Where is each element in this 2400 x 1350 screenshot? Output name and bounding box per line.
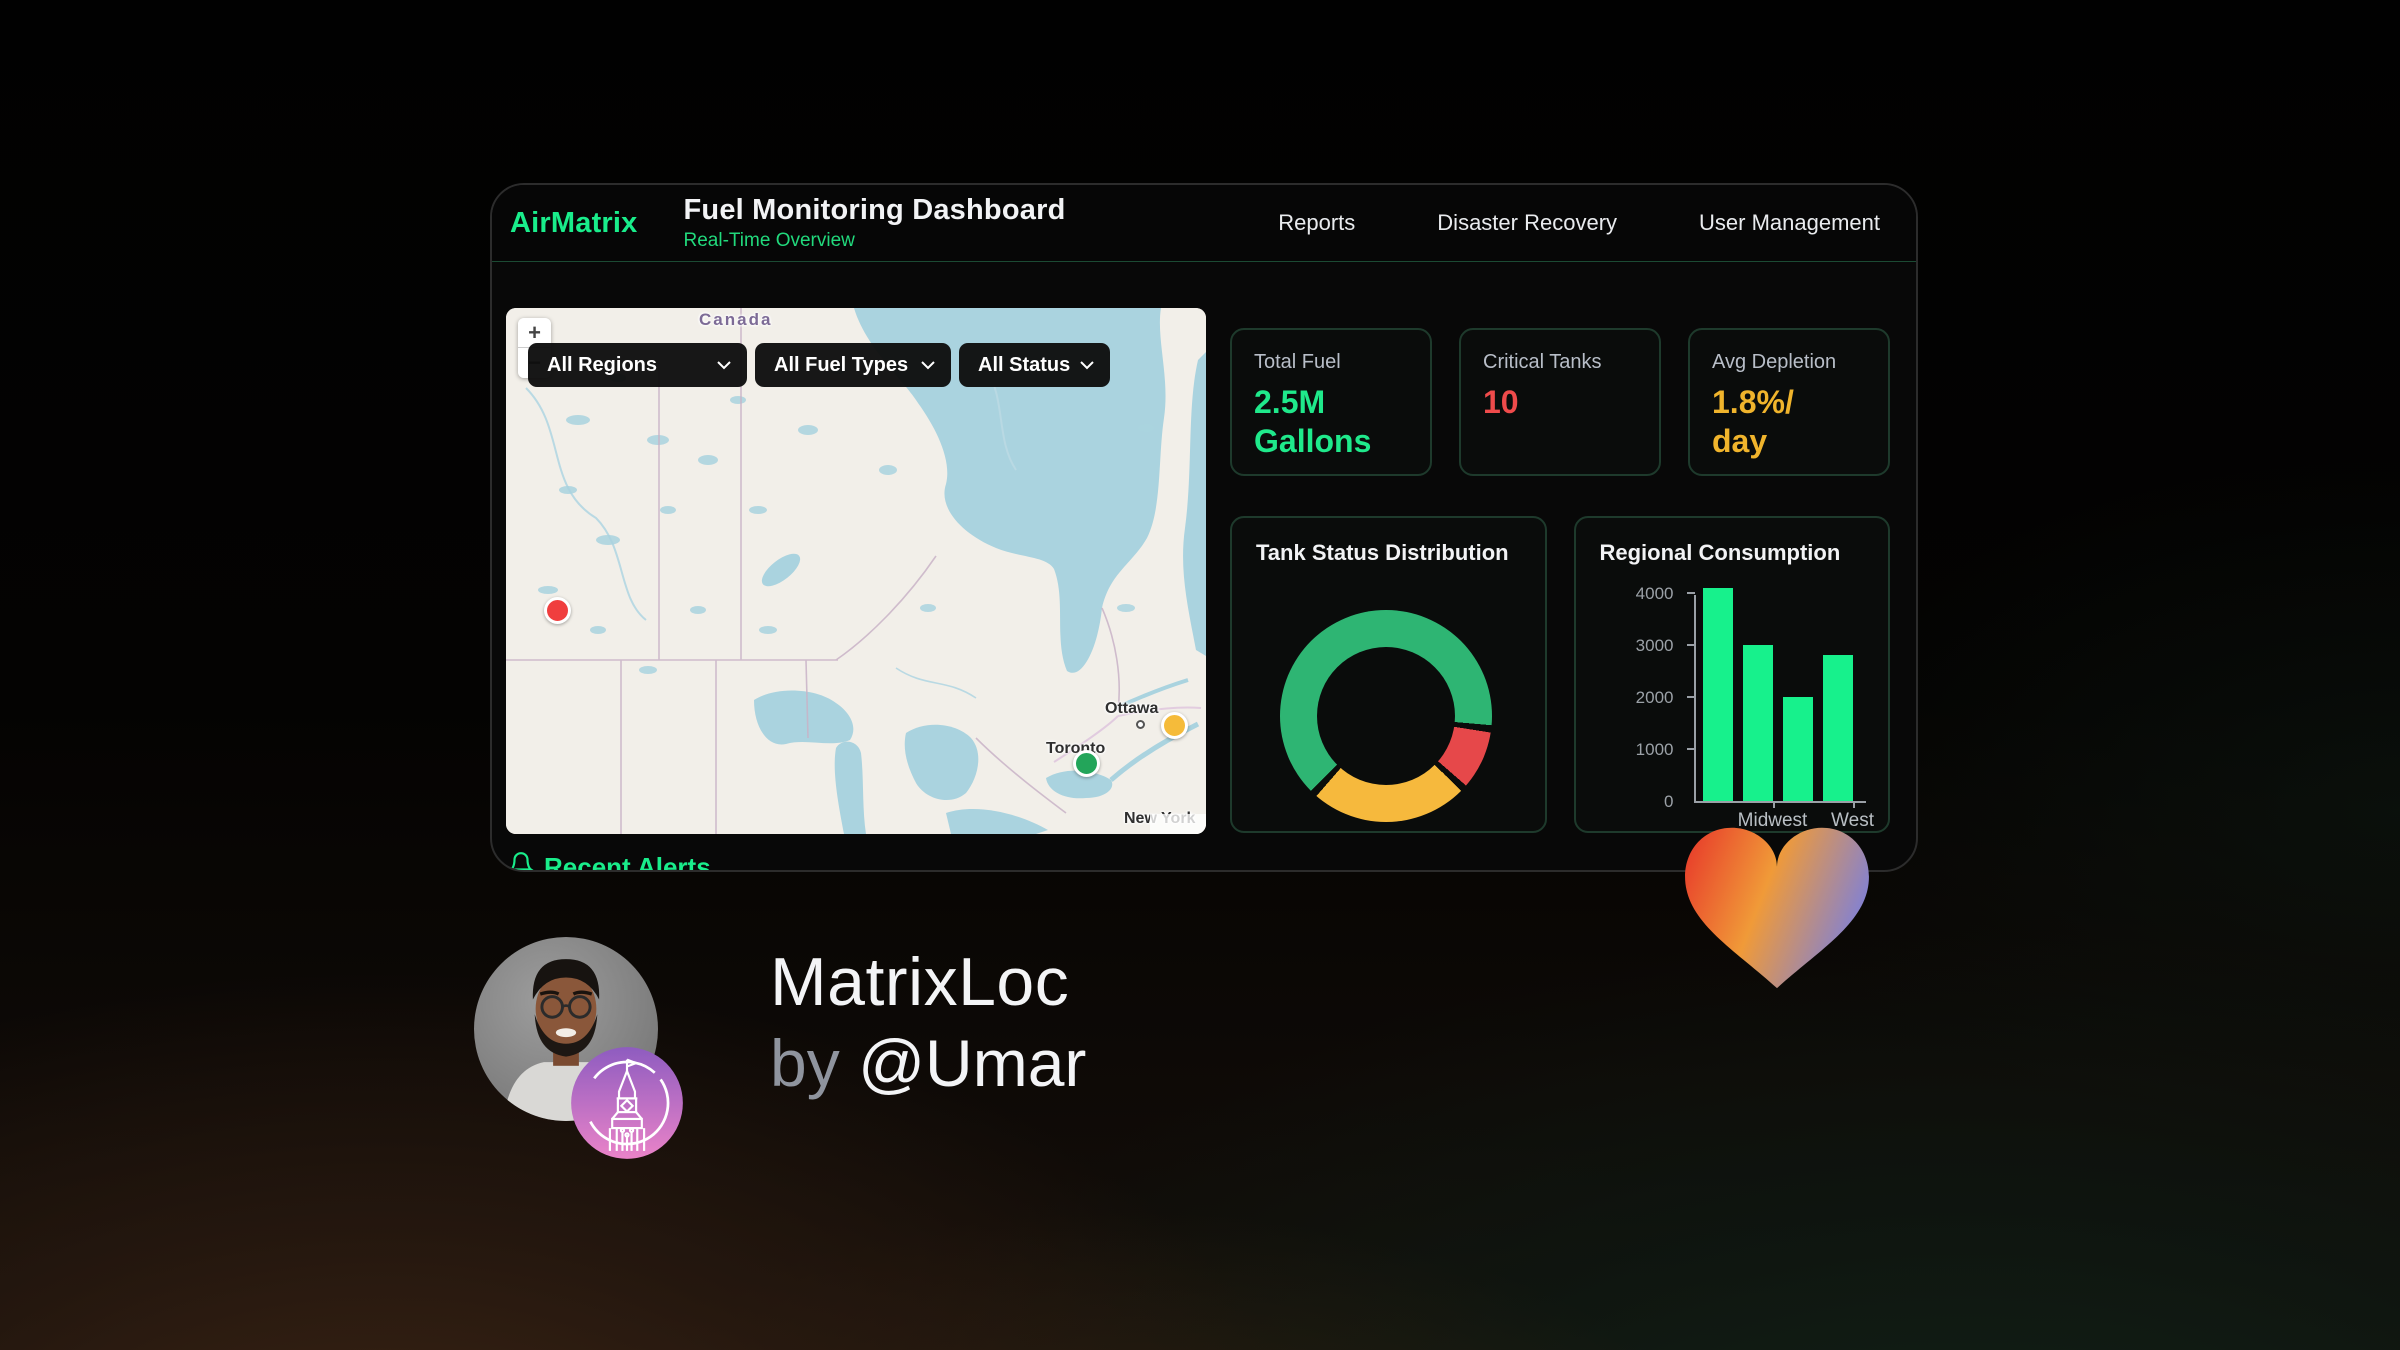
x-tick-mark: [1772, 801, 1775, 808]
recent-alerts-title: Recent Alerts: [544, 852, 711, 872]
brand-logo: AirMatrix: [510, 206, 638, 239]
right-panel: Total Fuel 2.5M Gallons Critical Tanks 1…: [1230, 328, 1890, 833]
regional-consumption-card: Regional Consumption 0 1000 2000 3000 4000 M…: [1573, 516, 1890, 833]
heart-icon: [1685, 827, 1869, 989]
y-tick-mark: [1686, 644, 1695, 646]
bar-west: [1822, 655, 1853, 801]
y-tick-label: 4000: [1635, 584, 1674, 603]
y-tick-label: 3000: [1635, 636, 1674, 655]
map-attribution: [1150, 814, 1206, 834]
stats-row: Total Fuel 2.5M Gallons Critical Tanks 1…: [1230, 328, 1890, 476]
stat-card-critical-tanks: Critical Tanks 10: [1459, 328, 1661, 476]
y-tick-label: 0: [1664, 792, 1674, 811]
chevron-down-icon: [1080, 360, 1094, 370]
nav-item-user-management[interactable]: User Management: [1699, 210, 1880, 235]
bell-icon: [508, 851, 534, 870]
bar-region-1: [1702, 587, 1733, 801]
map[interactable]: + − All Regions All Fuel Types A: [506, 308, 1206, 834]
y-tick-label: 2000: [1635, 688, 1674, 707]
dashboard-window: AirMatrix Fuel Monitoring Dashboard Real…: [490, 183, 1918, 872]
stat-value: 10: [1483, 384, 1519, 420]
map-label-canada: Canada: [699, 310, 773, 329]
fuel-type-filter-dropdown[interactable]: All Fuel Types: [755, 343, 951, 387]
author-handle: @Umar: [858, 1026, 1087, 1100]
region-filter-value: All Regions: [547, 353, 658, 376]
title-block: Fuel Monitoring Dashboard Real-Time Over…: [684, 194, 1066, 252]
bar-region-3: [1782, 697, 1813, 801]
bar-midwest: [1742, 645, 1773, 801]
y-tick-mark: [1686, 696, 1695, 698]
y-tick-mark: [1686, 592, 1695, 594]
y-tick-mark: [1686, 748, 1695, 750]
byline-prefix: by: [770, 1026, 840, 1100]
main-nav: Reports Disaster Recovery User Managemen…: [1278, 210, 1880, 236]
ottawa-city-dot: [1136, 720, 1145, 729]
fuel-type-filter-value: All Fuel Types: [774, 353, 909, 376]
tank-marker-critical[interactable]: [544, 597, 571, 624]
y-tick-label: 1000: [1635, 740, 1674, 759]
bar-plot: Midwest West: [1686, 587, 1874, 831]
tower-badge: [571, 1047, 683, 1159]
chevron-down-icon: [717, 360, 731, 370]
app-header: AirMatrix Fuel Monitoring Dashboard Real…: [492, 185, 1916, 262]
x-tick-label: Midwest: [1737, 810, 1808, 831]
peace-tower-lineart: [608, 1058, 646, 1151]
page-title: Fuel Monitoring Dashboard: [683, 194, 1066, 226]
nav-item-disaster-recovery[interactable]: Disaster Recovery: [1437, 210, 1618, 235]
stat-label: Total Fuel: [1254, 351, 1341, 373]
chart-title: Regional Consumption: [1599, 540, 1841, 565]
tank-donut: [1280, 610, 1492, 822]
chart-title: Tank Status Distribution: [1256, 540, 1509, 565]
app-name: MatrixLoc: [770, 944, 1070, 1020]
byline: by @Umar: [770, 1030, 1086, 1096]
tank-marker-normal[interactable]: [1073, 750, 1100, 777]
chevron-down-icon: [921, 360, 935, 370]
x-tick-mark: [1852, 801, 1855, 808]
status-filter-value: All Status: [978, 353, 1071, 376]
region-filter-dropdown[interactable]: All Regions: [528, 343, 747, 387]
map-artwork: [506, 308, 1206, 834]
map-label-ottawa: Ottawa: [1105, 700, 1159, 717]
stat-value: 1.8%/ day: [1712, 384, 1794, 460]
nav-item-reports[interactable]: Reports: [1278, 210, 1356, 235]
donut-hole: [1317, 647, 1455, 785]
stat-label: Avg Depletion: [1712, 351, 1837, 373]
stat-card-avg-depletion: Avg Depletion 1.8%/ day: [1688, 328, 1890, 476]
bar-y-axis: 0 1000 2000 3000 4000: [1616, 584, 1684, 811]
map-filter-bar: All Regions All Fuel Types All Status: [528, 343, 1110, 387]
tank-marker-warning[interactable]: [1161, 712, 1188, 739]
stat-value: 2.5M Gallons: [1254, 384, 1372, 460]
caption: MatrixLoc by @Umar: [770, 948, 1086, 1096]
status-filter-dropdown[interactable]: All Status: [959, 343, 1110, 387]
charts-row: Tank Status Distribution Regional Consum…: [1230, 516, 1890, 833]
tank-status-card: Tank Status Distribution: [1230, 516, 1547, 833]
x-tick-label: West: [1831, 810, 1874, 831]
stat-card-total-fuel: Total Fuel 2.5M Gallons: [1230, 328, 1432, 476]
page-subtitle: Real-Time Overview: [683, 230, 855, 251]
stat-label: Critical Tanks: [1483, 351, 1602, 373]
recent-alerts-section: Recent Alerts: [508, 851, 711, 872]
